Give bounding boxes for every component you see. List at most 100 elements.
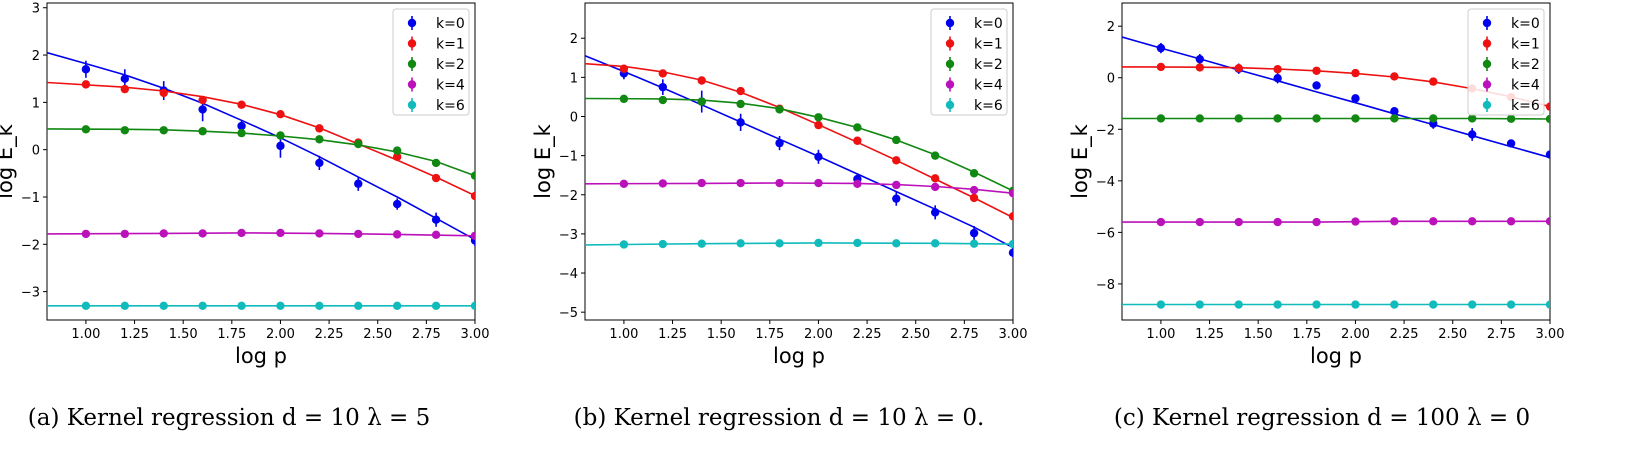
chart-0-k2-point: [354, 139, 363, 149]
chart-1-ytick-label: −5: [559, 306, 578, 321]
chart-2-k1-point: [1195, 63, 1205, 72]
chart-2-k0-fit-line: [1122, 36, 1550, 159]
chart-2-series-k2: [1122, 114, 1550, 124]
chart-0-k2-point: [237, 128, 246, 138]
chart-2-k6-point: [1545, 300, 1550, 309]
chart-2-xlabel: log p: [1310, 344, 1362, 368]
chart-0-k4-point: [470, 231, 475, 240]
chart-1-xtick-label: 1.75: [755, 327, 784, 342]
chart-2-k4-point: [1467, 217, 1477, 226]
chart-2-legend-label-k4: k=4: [1511, 78, 1540, 94]
chart-1-k6-fit-line: [585, 242, 1013, 246]
chart-2-k0-point: [1273, 74, 1282, 83]
chart-0-k0-point: [354, 179, 363, 188]
chart-0-k0-fit-line: [47, 51, 475, 241]
chart-0-k2-point: [81, 125, 91, 134]
chart-2-series-k6: [1122, 300, 1550, 309]
chart-0-k0-point: [276, 141, 285, 151]
chart-1-legend-label-k6: k=6: [974, 98, 1003, 114]
chart-1-k0-point: [930, 208, 940, 217]
chart-0-k0-point: [237, 121, 246, 131]
chart-2-k2-point: [1273, 114, 1282, 123]
chart-2-xtick-label: 2.75: [1487, 327, 1516, 342]
chart-1-k4-point: [892, 180, 901, 190]
chart-2-k4-point: [1506, 217, 1516, 226]
chart-1-xtick-label: 2.50: [901, 327, 930, 342]
chart-2-ytick-label: 2: [1107, 20, 1115, 35]
chart-1-k6-point: [1008, 239, 1013, 249]
chart-0-k4-point: [81, 229, 91, 239]
chart-2-k2-point: [1234, 114, 1243, 123]
chart-2-k6-point: [1390, 300, 1399, 309]
chart-1-k1-point: [619, 64, 629, 73]
chart-2-k2-point: [1195, 114, 1205, 123]
chart-0-legend: k=0 k=1 k=2 k=4 k=6: [392, 8, 470, 116]
chart-1-series-k2: [585, 94, 1013, 196]
chart-1-xtick-label: 1.50: [707, 327, 736, 342]
chart-2-k2-point: [1467, 114, 1477, 123]
chart-2-xtick-label: 1.25: [1195, 327, 1224, 342]
chart-1-series-k4: [585, 178, 1013, 198]
chart-0-ylabel: log E_k: [0, 123, 18, 198]
chart-1-k1-fit-line: [585, 62, 1013, 219]
chart-1-k6-point: [969, 239, 979, 248]
chart-2-k2-point: [1351, 114, 1360, 123]
chart-1-legend-label-k1: k=1: [974, 37, 1003, 53]
chart-1-k4-point: [814, 178, 823, 188]
chart-2-k1-point: [1234, 64, 1243, 73]
chart-2-k2-point: [1429, 114, 1438, 123]
chart-2-k4-point: [1351, 217, 1360, 226]
chart-0-legend-label-k2: k=2: [436, 57, 465, 73]
chart-1-k4-point: [736, 178, 745, 188]
chart-0-axes-frame: [46, 2, 476, 321]
chart-1-k1-point: [814, 120, 823, 130]
chart-2-k4-point: [1390, 217, 1399, 226]
chart-1-k1-point: [658, 69, 668, 78]
chart-1-legend: k=0 k=1 k=2 k=4 k=6: [930, 8, 1008, 116]
chart-0-k2-fit-line: [47, 128, 475, 177]
chart-2-series-k4: [1122, 217, 1550, 227]
chart-2-k1-point: [1273, 65, 1282, 74]
chart-0-series-k4: [47, 228, 475, 240]
chart-2-k4-point: [1156, 217, 1166, 227]
chart-1-legend-label-k4: k=4: [974, 78, 1003, 94]
chart-2-caption: (c) Kernel regression d = 100 λ = 0: [1114, 405, 1530, 431]
chart-1-k0-point: [892, 194, 901, 203]
chart-0-xlabel: log p: [235, 344, 287, 368]
chart-2-xtick-label: 2.25: [1390, 327, 1419, 342]
chart-1-k2-point: [930, 151, 940, 160]
chart-1-k4-point: [775, 178, 784, 188]
chart-2-k1-point: [1545, 102, 1550, 111]
chart-1-k0-point: [1008, 248, 1013, 257]
chart-0-legend-label-k4: k=4: [436, 78, 465, 94]
chart-2-legend-dot-k2: [1482, 59, 1492, 69]
chart-0-k4-point: [392, 230, 402, 239]
chart-0-ytick-label: −1: [21, 191, 40, 206]
chart-1-k2-point: [619, 94, 629, 104]
chart-2-k6-point: [1429, 300, 1438, 309]
chart-2-k6-point: [1506, 300, 1516, 309]
chart-0-k2-point: [470, 171, 475, 180]
chart-1-k2-point: [736, 99, 745, 109]
chart-2-k1-point: [1312, 66, 1321, 75]
chart-1-k6-point: [814, 238, 823, 248]
chart-2-xtick-label: 3.00: [1536, 327, 1565, 342]
chart-1-k4-point: [697, 178, 706, 188]
chart-1-k0-point: [814, 152, 823, 162]
chart-0-caption: (a) Kernel regression d = 10 λ = 5: [28, 405, 430, 431]
chart-0-k4-point: [237, 228, 246, 238]
chart-0-k2-point: [159, 126, 168, 135]
chart-1-k2-point: [853, 123, 862, 132]
chart-0-xtick-label: 2.00: [266, 327, 295, 342]
chart-2-k1-point: [1390, 72, 1399, 81]
chart-2-xtick-label: 2.50: [1438, 327, 1467, 342]
chart-2-k0-point: [1195, 54, 1205, 64]
chart-1-k4-point: [619, 179, 629, 189]
chart-2-k2-point: [1156, 114, 1166, 123]
chart-2-legend-label-k0: k=0: [1511, 16, 1540, 32]
chart-1-caption: (b) Kernel regression d = 10 λ = 0.: [574, 405, 985, 431]
chart-0-xtick-label: 1.75: [217, 327, 246, 342]
chart-1-k2-point: [658, 95, 668, 105]
chart-1-k6-point: [930, 239, 940, 248]
chart-1-k2-point: [969, 169, 979, 178]
